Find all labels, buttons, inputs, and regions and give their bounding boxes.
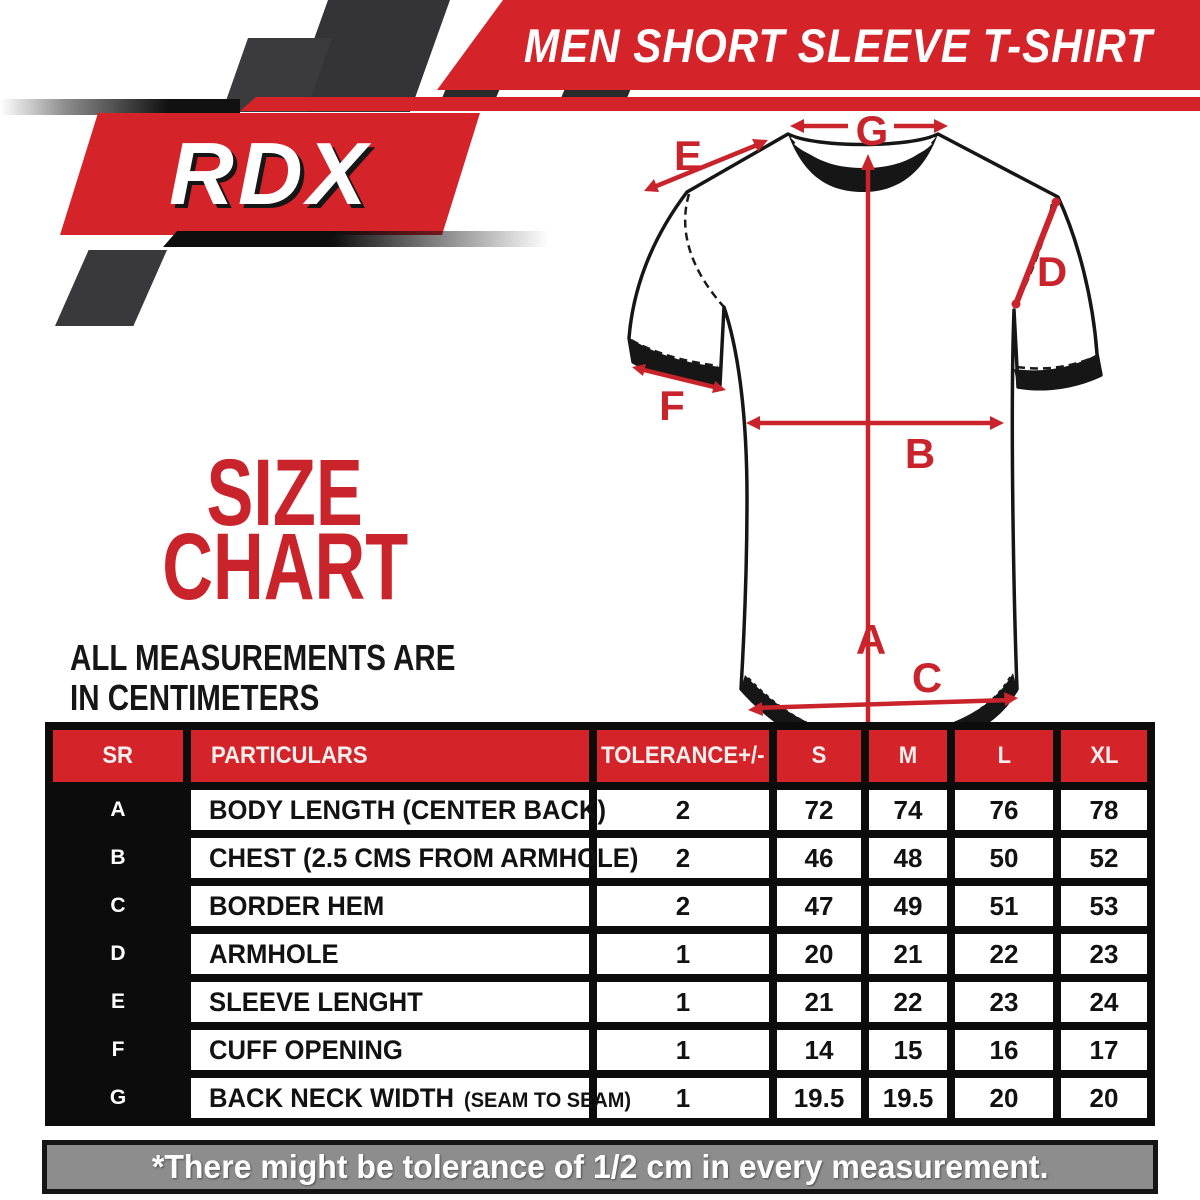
col-header-s: S xyxy=(777,730,861,782)
row-letter: C xyxy=(53,886,183,926)
row-size-s: 14 xyxy=(777,1030,861,1070)
measure-arrow-e xyxy=(644,139,768,192)
row-size-m: 49 xyxy=(869,886,947,926)
row-letter: E xyxy=(53,982,183,1022)
row-size-s: 72 xyxy=(777,790,861,830)
measure-arrow-f xyxy=(632,364,726,393)
measure-arrow-b xyxy=(746,416,1004,430)
row-letter: D xyxy=(53,934,183,974)
decor-fade-stripe-left xyxy=(0,99,240,115)
row-tolerance: 1 xyxy=(597,982,769,1022)
row-size-l: 16 xyxy=(955,1030,1053,1070)
col-header-sr: SR xyxy=(53,730,183,782)
row-letter: A xyxy=(53,790,183,830)
right-cuff-band xyxy=(1014,354,1101,389)
page-title: MEN SHORT SLEEVE T-SHIRT xyxy=(524,18,1153,72)
collar xyxy=(788,134,938,192)
row-size-s: 46 xyxy=(777,838,861,878)
row-tolerance: 2 xyxy=(597,886,769,926)
measure-arrow-c xyxy=(748,692,1018,716)
row-size-xl: 78 xyxy=(1061,790,1147,830)
row-particulars: CUFF OPENING xyxy=(191,1030,589,1070)
label-e: E xyxy=(674,132,702,179)
row-size-l: 20 xyxy=(955,1078,1053,1118)
decor-stripe-bottom-left xyxy=(55,250,167,326)
row-size-xl: 20 xyxy=(1061,1078,1147,1118)
row-particulars: ARMHOLE xyxy=(191,934,589,974)
row-letter: F xyxy=(53,1030,183,1070)
row-size-s: 20 xyxy=(777,934,861,974)
left-armhole-seam xyxy=(684,193,725,308)
measurements-note: ALL MEASUREMENTS ARE IN CENTIMETERS xyxy=(70,637,456,718)
col-header-particulars: PARTICULARS xyxy=(191,730,589,782)
decor-red-stripe xyxy=(240,97,1200,111)
row-size-m: 19.5 xyxy=(869,1078,947,1118)
row-size-m: 48 xyxy=(869,838,947,878)
row-particulars: BACK NECK WIDTH (SEAM TO SEAM) xyxy=(191,1078,631,1118)
label-g: G xyxy=(856,107,889,154)
row-size-xl: 17 xyxy=(1061,1030,1147,1070)
row-size-m: 74 xyxy=(869,790,947,830)
row-size-xl: 52 xyxy=(1061,838,1147,878)
row-tolerance: 1 xyxy=(597,934,769,974)
row-particulars: BORDER HEM xyxy=(191,886,589,926)
right-cuff-seam xyxy=(1016,354,1098,370)
footnote-banner: *There might be tolerance of 1/2 cm in e… xyxy=(42,1140,1158,1194)
col-header-xl: XL xyxy=(1061,730,1147,782)
row-size-xl: 23 xyxy=(1061,934,1147,974)
size-chart-heading: SIZE CHART xyxy=(90,440,480,620)
label-f: F xyxy=(659,382,685,429)
row-tolerance: 2 xyxy=(597,838,769,878)
size-table: SR PARTICULARS TOLERANCE+/- S M L XL A B… xyxy=(45,722,1155,1126)
label-a: A xyxy=(856,616,886,663)
row-size-m: 15 xyxy=(869,1030,947,1070)
size-word: SIZE xyxy=(206,440,364,546)
row-size-s: 19.5 xyxy=(777,1078,861,1118)
collar-rib-line xyxy=(791,137,935,157)
tshirt-diagram: G A B C E D F xyxy=(627,107,1103,756)
row-letter: G xyxy=(53,1078,183,1118)
col-header-tolerance: TOLERANCE+/- xyxy=(597,730,769,782)
row-particulars: CHEST (2.5 CMS FROM ARMHOLE) xyxy=(191,838,638,878)
row-size-l: 22 xyxy=(955,934,1053,974)
footnote-text: *There might be tolerance of 1/2 cm in e… xyxy=(151,1148,1049,1185)
row-size-l: 51 xyxy=(955,886,1053,926)
col-header-m: M xyxy=(869,730,947,782)
row-size-l: 23 xyxy=(955,982,1053,1022)
row-size-s: 47 xyxy=(777,886,861,926)
row-particulars: BODY LENGTH (CENTER BACK) xyxy=(191,790,606,830)
row-size-s: 21 xyxy=(777,982,861,1022)
col-header-l: L xyxy=(955,730,1053,782)
chart-word: CHART xyxy=(161,514,409,620)
row-size-xl: 24 xyxy=(1061,982,1147,1022)
label-d: D xyxy=(1037,248,1067,295)
row-particulars: SLEEVE LENGHT xyxy=(191,982,589,1022)
measure-arrow-g xyxy=(790,119,948,133)
left-cuff-band xyxy=(629,338,721,385)
row-letter: B xyxy=(53,838,183,878)
row-tolerance: 2 xyxy=(597,790,769,830)
title-banner: MEN SHORT SLEEVE T-SHIRT xyxy=(437,0,1200,90)
measure-line-d xyxy=(1011,197,1061,309)
row-size-xl: 53 xyxy=(1061,886,1147,926)
row-size-m: 21 xyxy=(869,934,947,974)
row-size-m: 22 xyxy=(869,982,947,1022)
decor-fade-stripe-right xyxy=(163,231,565,247)
rdx-logo: RDX xyxy=(60,113,480,235)
label-c: C xyxy=(912,654,942,701)
row-size-l: 50 xyxy=(955,838,1053,878)
row-size-l: 76 xyxy=(955,790,1053,830)
label-b: B xyxy=(905,430,935,477)
left-cuff-seam xyxy=(630,338,719,368)
row-tolerance: 1 xyxy=(597,1078,769,1118)
rdx-logo-text: RDX xyxy=(169,124,371,223)
row-tolerance: 1 xyxy=(597,1030,769,1070)
hem-seam xyxy=(747,675,1013,740)
